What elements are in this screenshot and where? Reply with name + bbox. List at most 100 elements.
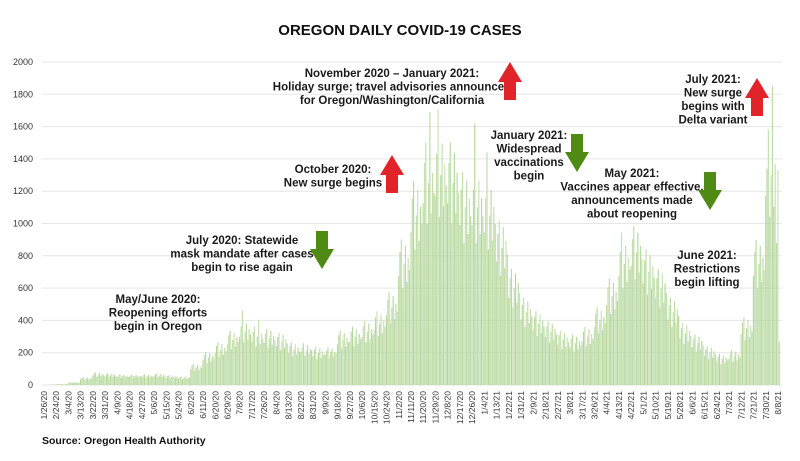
bar: [101, 374, 103, 385]
bar: [601, 330, 604, 385]
bar: [289, 345, 291, 385]
x-tick-label: 5/15/20: [161, 391, 171, 420]
annotation-text: Vaccines appear effective,: [560, 182, 703, 194]
bar: [755, 239, 757, 385]
bar: [326, 350, 328, 385]
annotation-text: announcements made: [571, 195, 692, 207]
bar: [752, 275, 754, 385]
bar: [418, 240, 420, 385]
bar: [249, 334, 252, 385]
bar: [743, 317, 745, 385]
bar: [294, 344, 296, 385]
bar: [93, 373, 95, 385]
bar: [413, 181, 415, 385]
bar: [327, 347, 329, 385]
bar: [429, 112, 431, 385]
bar: [316, 359, 318, 385]
bar: [608, 278, 610, 385]
bar: [709, 352, 711, 385]
bar: [373, 329, 375, 385]
bar: [538, 323, 540, 385]
y-axis: 0 200 400 600 800 1000 1200 1400 1600 1800 2000: [13, 57, 33, 390]
bar: [395, 303, 397, 385]
bar: [739, 357, 741, 385]
bar: [196, 364, 199, 385]
bar: [466, 180, 468, 385]
bar: [335, 353, 337, 385]
x-tick-label: 12/8/20: [443, 391, 453, 420]
bar: [664, 283, 666, 385]
x-tick-label: 9/9/20: [320, 391, 330, 415]
bar: [115, 375, 117, 385]
x-tick-label: 8/4/20: [271, 391, 281, 415]
bar: [535, 311, 537, 385]
bar: [167, 376, 169, 385]
bar: [75, 382, 78, 385]
bar: [321, 351, 324, 385]
annotation-text: May/June 2020:: [115, 294, 200, 306]
bar: [230, 348, 233, 385]
bar: [717, 356, 719, 385]
bar: [611, 296, 613, 385]
bar: [351, 326, 353, 385]
arrow-up-icon: [745, 78, 769, 116]
bar: [206, 363, 208, 385]
bar: [181, 379, 184, 385]
bar: [406, 281, 408, 385]
bar: [381, 332, 383, 385]
bar: [141, 376, 143, 385]
bar: [498, 220, 500, 385]
bar: [468, 198, 470, 385]
annotation-text: Delta variant: [678, 115, 747, 127]
bar: [336, 344, 339, 385]
x-tick-label: 1/13/21: [492, 391, 502, 420]
bar: [366, 331, 368, 385]
bar: [292, 356, 294, 385]
x-tick-label: 6/6/21: [687, 391, 697, 415]
bar: [78, 382, 80, 385]
bar: [264, 333, 266, 385]
annotation-text: May 2021:: [605, 168, 660, 180]
bar: [131, 374, 133, 385]
bar: [160, 373, 162, 385]
x-tick-label: 8/8/21: [773, 391, 783, 415]
bar: [302, 343, 305, 385]
bar: [642, 283, 644, 385]
bar: [340, 348, 343, 385]
bar: [279, 350, 281, 385]
annotation-text: begin: [514, 171, 545, 183]
x-tick-label: 2/18/21: [541, 391, 551, 420]
bar: [63, 384, 65, 385]
x-tick-label: 8/13/20: [284, 391, 294, 420]
bar: [243, 342, 245, 385]
bar: [301, 346, 303, 385]
bar: [220, 349, 222, 385]
bar: [474, 123, 476, 386]
bar: [669, 297, 672, 385]
bar: [584, 326, 586, 385]
bar: [463, 242, 465, 385]
bar: [604, 323, 606, 385]
bar: [311, 350, 313, 385]
bar: [176, 377, 178, 385]
bar: [561, 348, 563, 385]
y-tick-label: 1400: [13, 154, 33, 164]
bar: [97, 374, 99, 385]
bar: [716, 361, 718, 385]
bar: [320, 357, 322, 385]
bar: [90, 378, 93, 385]
bar: [210, 361, 212, 385]
bar: [86, 377, 88, 385]
bar: [214, 353, 216, 385]
bar: [621, 232, 623, 385]
bar: [372, 334, 374, 385]
bar: [199, 366, 201, 385]
bar: [653, 277, 655, 385]
bar: [754, 251, 756, 385]
bar: [504, 268, 506, 385]
bar: [108, 377, 110, 385]
bar: [671, 326, 673, 385]
bar: [218, 356, 220, 385]
bar: [644, 260, 646, 385]
bar: [232, 339, 234, 385]
